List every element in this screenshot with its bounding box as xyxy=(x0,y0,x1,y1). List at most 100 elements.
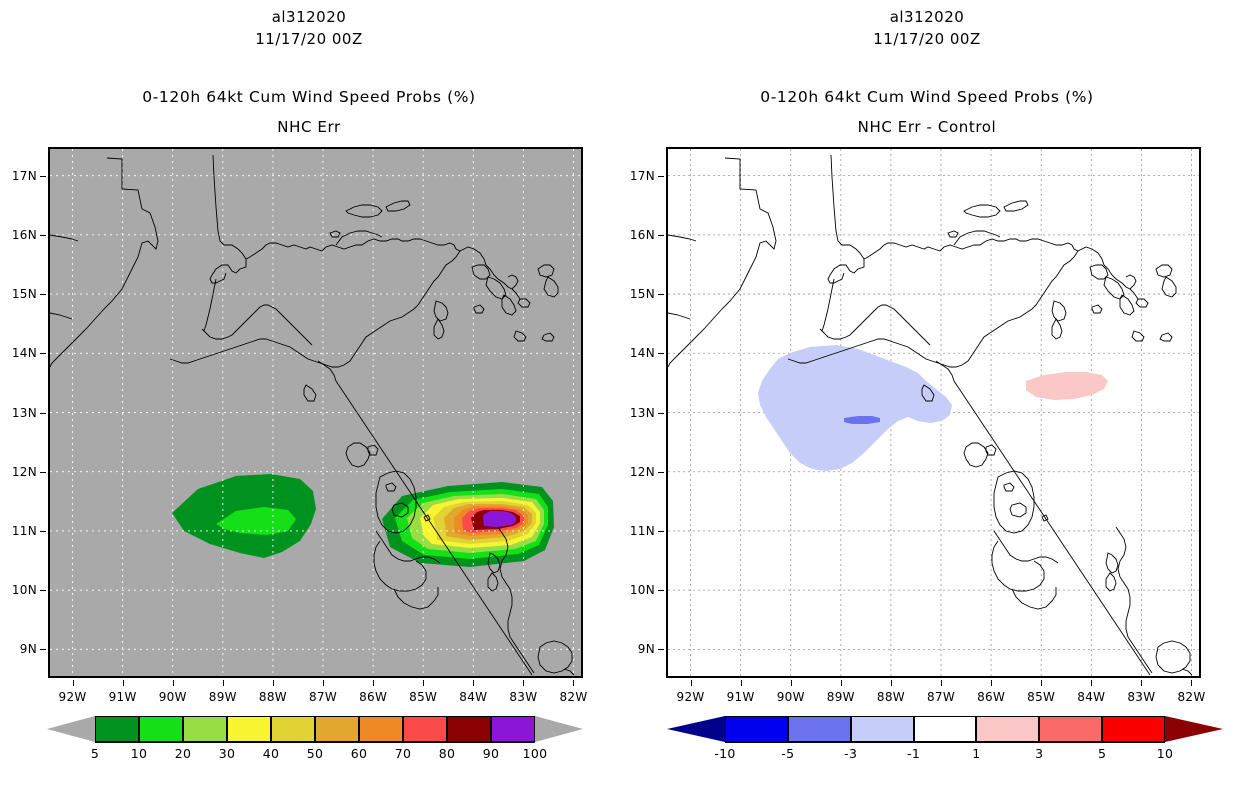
colorbar-segment[interactable] xyxy=(403,716,447,742)
colorbar-segment[interactable] xyxy=(139,716,183,742)
x-axis-tick-label: 92W xyxy=(58,690,87,704)
chart-subtitle-right: NHC Err - Control xyxy=(857,118,997,136)
colorbar-under-arrow xyxy=(667,716,725,742)
colorbar-segment[interactable] xyxy=(1102,716,1165,742)
datetime-right: 11/17/20 00Z xyxy=(873,30,981,48)
x-axis-tick-label: 90W xyxy=(158,690,187,704)
y-axis-right: 17N 16N 15N 14N 13N 12N 11N 10N 9N xyxy=(618,147,664,678)
diff-band-neg3-neg1 xyxy=(758,345,952,471)
colorbar-segment[interactable] xyxy=(271,716,315,742)
colorbar-segment[interactable] xyxy=(850,716,914,742)
y-axis-tick-label: 12N xyxy=(11,464,37,479)
difference-colorbar[interactable] xyxy=(667,716,1223,742)
chart-subtitle-left: NHC Err xyxy=(277,118,341,136)
colorbar-tick-label: 80 xyxy=(438,746,456,761)
y-axis-tick-mark xyxy=(40,590,46,592)
y-axis-tick-mark xyxy=(40,530,46,532)
colorbar-tick-label: 90 xyxy=(482,746,500,761)
y-axis-tick-label: 9N xyxy=(637,642,655,657)
colorbar-segment[interactable] xyxy=(1039,716,1103,742)
y-axis-tick-label: 17N xyxy=(11,168,37,183)
x-axis-tick-label: 86W xyxy=(977,690,1006,704)
x-axis-tick-label: 83W xyxy=(1127,690,1156,704)
x-axis-tick-label: 87W xyxy=(308,690,338,704)
colorbar-segment[interactable] xyxy=(183,716,227,742)
y-axis-tick-mark xyxy=(40,175,46,177)
y-axis-tick-mark xyxy=(40,471,46,473)
x-axis-tick-label: 89W xyxy=(208,690,237,704)
colorbar-tick-label: 50 xyxy=(306,746,324,761)
x-axis-tick-label: 85W xyxy=(1027,690,1056,704)
x-axis-tick-label: 83W xyxy=(509,690,538,704)
chart-title-right: 0-120h 64kt Cum Wind Speed Probs (%) xyxy=(760,88,1094,106)
x-axis-tick-label: 82W xyxy=(559,690,588,704)
colorbar-tick-label: 10 xyxy=(1156,746,1174,761)
y-axis-tick-label: 14N xyxy=(11,346,37,361)
x-axis-tick-mark xyxy=(373,680,375,686)
colorbar-over-arrow xyxy=(1165,716,1223,742)
y-axis-tick-mark xyxy=(40,294,46,296)
map-canvas-right xyxy=(668,149,1199,676)
y-axis-tick-mark xyxy=(658,649,664,651)
colorbar-over-arrow xyxy=(535,716,583,742)
y-axis-tick-label: 11N xyxy=(11,523,37,538)
x-axis-tick-mark xyxy=(690,680,692,686)
x-axis-tick-mark xyxy=(172,680,174,686)
x-axis-tick-mark xyxy=(941,680,942,686)
x-axis-tick-label: 84W xyxy=(1077,690,1106,704)
coastlines-left xyxy=(50,154,575,676)
difference-fills-right xyxy=(758,345,1108,471)
y-axis-tick-mark xyxy=(658,590,664,592)
x-axis-tick-label: 91W xyxy=(726,690,755,704)
x-axis-tick-label: 90W xyxy=(776,690,805,704)
colorbar-tick-label: -1 xyxy=(907,746,921,761)
x-axis-tick-mark xyxy=(1041,680,1043,686)
colorbar-tick-label: -5 xyxy=(781,746,795,761)
chart-title-left: 0-120h 64kt Cum Wind Speed Probs (%) xyxy=(142,88,476,106)
colorbar-segment[interactable] xyxy=(315,716,359,742)
x-axis-left: 92W 91W 90W 89W 88W 87W 86W 85W 84W 83W 82W xyxy=(48,680,587,710)
x-axis-tick-mark xyxy=(991,680,993,686)
colorbar-segment[interactable] xyxy=(95,716,139,742)
x-axis-tick-mark xyxy=(523,680,525,686)
y-axis-tick-label: 9N xyxy=(19,642,37,657)
colorbar-segment[interactable] xyxy=(787,716,851,742)
y-axis-tick-label: 13N xyxy=(629,405,655,420)
x-axis-tick-mark xyxy=(840,680,842,686)
panel-nhc-err-minus-control: al312020 11/17/20 00Z 0-120h 64kt Cum Wi… xyxy=(618,0,1236,800)
map-plot-area-right xyxy=(666,147,1201,678)
x-axis-tick-mark xyxy=(890,680,892,686)
colorbar-segment[interactable] xyxy=(447,716,491,742)
colorbar-segment[interactable] xyxy=(359,716,403,742)
x-axis-tick-mark xyxy=(72,680,74,686)
colorbar-tick-label: 70 xyxy=(394,746,412,761)
colorbar-tick-label: 5 xyxy=(1098,746,1107,761)
colorbar-segment[interactable] xyxy=(227,716,271,742)
colorbar-segment[interactable] xyxy=(491,716,535,742)
contour-band-10-20-west xyxy=(216,507,296,535)
y-axis-tick-label: 17N xyxy=(629,168,655,183)
colorbar-baseline xyxy=(95,742,535,743)
y-axis-tick-label: 10N xyxy=(629,583,655,598)
x-axis-tick-label: 84W xyxy=(459,690,488,704)
colorbar-tick-label: 60 xyxy=(350,746,368,761)
colorbar-tick-label: 3 xyxy=(1035,746,1044,761)
colorbar-segment[interactable] xyxy=(976,716,1040,742)
probability-colorbar[interactable] xyxy=(47,716,583,742)
map-plot-area-left xyxy=(48,147,583,678)
x-axis-tick-label: 82W xyxy=(1177,690,1206,704)
y-axis-tick-label: 14N xyxy=(629,346,655,361)
y-axis-tick-mark xyxy=(658,175,664,177)
y-axis-tick-label: 12N xyxy=(629,464,655,479)
y-axis-tick-label: 16N xyxy=(629,227,655,242)
x-axis-tick-mark xyxy=(122,680,124,686)
colorbar-segment[interactable] xyxy=(913,716,977,742)
x-axis-tick-mark xyxy=(1141,680,1143,686)
y-axis-tick-mark xyxy=(658,353,664,355)
diff-band-neg5-neg3 xyxy=(844,416,880,424)
colorbar-segment[interactable] xyxy=(725,716,788,742)
x-axis-tick-label: 86W xyxy=(359,690,388,704)
colorbar-tick-label: 40 xyxy=(262,746,280,761)
y-axis-tick-mark xyxy=(658,530,664,532)
y-axis-tick-label: 11N xyxy=(629,523,655,538)
